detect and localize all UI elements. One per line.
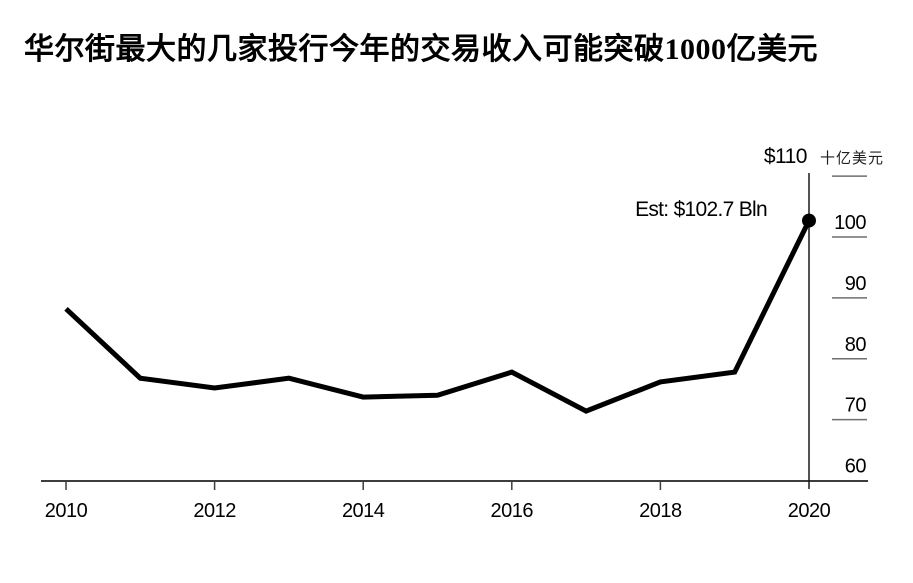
y-tick-label: 80 — [845, 334, 867, 356]
x-axis-tick-marks — [65, 481, 662, 490]
y-tick-label: 90 — [845, 273, 867, 295]
revenue-line — [64, 219, 812, 414]
y-axis-tick-marks — [832, 175, 867, 421]
x-tick-label: 2016 — [491, 500, 534, 522]
y-axis-top-value-label: $110 — [764, 145, 807, 168]
estimate-annotation-label: Est: $102.7 Bln — [635, 198, 767, 221]
chart-title: 华尔街最大的几家投行今年的交易收入可能突破1000亿美元 — [24, 33, 818, 66]
y-axis-tick-labels: 100 90 80 70 60 — [834, 212, 867, 478]
y-tick-label: 60 — [845, 456, 867, 478]
y-tick-label: 70 — [845, 395, 867, 417]
x-tick-label: 2014 — [342, 500, 385, 522]
estimate-point-dot — [802, 213, 816, 228]
x-tick-label: 2020 — [788, 500, 831, 522]
x-tick-label: 2010 — [45, 500, 88, 522]
y-tick-label: 100 — [834, 212, 866, 234]
axis-unit-label: 十亿美元 — [820, 150, 884, 167]
x-tick-label: 2012 — [193, 500, 236, 522]
x-axis-tick-labels: 2010 2012 2014 2016 2018 2020 — [45, 500, 831, 522]
x-tick-label: 2018 — [639, 500, 682, 522]
